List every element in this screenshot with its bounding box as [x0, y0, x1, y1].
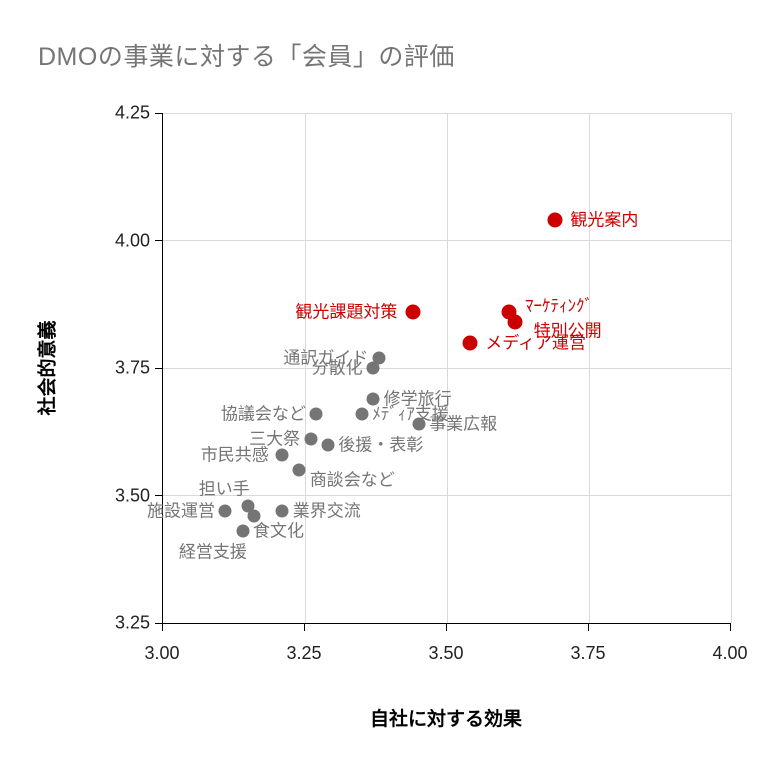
x-tick-label: 3.25 — [286, 643, 322, 663]
gridline — [163, 112, 731, 114]
y-tick-mark — [155, 240, 162, 241]
gridline — [163, 495, 731, 496]
plot-area: 観光案内観光課題対策 ﾏｰｹﾃｨﾝｸﾞ 特別公開 メディア運営通訳ガイド 分散化 修学旅行… — [147, 112, 732, 624]
x-tick-mark — [161, 624, 163, 631]
data-point — [236, 524, 250, 538]
x-tick-label: 3.00 — [144, 643, 180, 663]
chart-title: DMOの事業に対する「会員」の評価 — [38, 43, 455, 71]
data-point — [309, 407, 323, 421]
data-point-label: 三大祭 — [249, 429, 301, 449]
data-point — [275, 448, 289, 462]
data-point-label: 事業広報 — [429, 414, 498, 434]
y-tick-label: 4.25 — [114, 102, 150, 123]
data-point — [241, 499, 255, 513]
data-point — [275, 504, 289, 518]
y-tick-mark — [155, 622, 162, 624]
data-point-label: 通訳ガイド — [283, 348, 369, 368]
data-point-label: 観光課題対策 — [295, 302, 398, 322]
data-point — [321, 438, 335, 451]
data-point-label: ﾏｰｹﾃｨﾝｸﾞ — [524, 296, 593, 316]
data-point-label: 施設運営 — [146, 501, 215, 521]
x-tick-mark — [445, 624, 447, 631]
data-point-label: 食文化 — [253, 521, 305, 541]
data-point — [462, 335, 478, 350]
data-point-label: ﾒﾃﾞｨｱ支援 — [372, 404, 449, 424]
data-point — [366, 361, 380, 375]
data-point-label: 特別公開 — [533, 321, 602, 341]
gridline — [163, 367, 731, 369]
gridline — [163, 240, 731, 241]
data-point-label: 担い手 — [198, 479, 250, 499]
y-tick-label: 3.25 — [114, 612, 150, 633]
data-point-label: 協議会など — [220, 404, 306, 424]
data-point — [304, 432, 318, 446]
data-point-label: メディア運営 — [485, 333, 587, 352]
data-point-label: 修学旅行 — [383, 389, 452, 409]
data-point — [292, 463, 306, 477]
data-point-label: 観光案内 — [570, 210, 639, 230]
data-point — [355, 407, 369, 421]
x-axis-title: 自社に対する効果 — [369, 709, 522, 730]
x-tick-label: 4.00 — [712, 643, 748, 663]
data-point-label: 市民共感 — [200, 445, 269, 465]
x-tick-label: 3.50 — [428, 643, 464, 663]
data-point — [547, 212, 563, 228]
data-point-label: 経営支援 — [178, 542, 247, 562]
data-point-label: 商談会など — [309, 470, 395, 490]
x-tick-mark — [729, 624, 731, 631]
data-point — [218, 504, 232, 518]
y-axis-title: 社会的意義 — [37, 320, 59, 416]
data-point — [412, 417, 426, 431]
x-tick-label: 3.75 — [570, 643, 606, 663]
data-point-label: 業界交流 — [292, 501, 361, 521]
y-tick-label: 3.50 — [114, 485, 150, 505]
y-tick-mark — [155, 495, 162, 496]
data-point — [372, 351, 386, 365]
data-point-label: 後援・表彰 — [338, 435, 424, 454]
y-tick-mark — [155, 367, 162, 369]
y-tick-label: 3.75 — [114, 357, 150, 378]
y-tick-label: 4.00 — [114, 230, 150, 250]
data-point — [405, 304, 421, 320]
data-point — [507, 314, 523, 330]
x-tick-mark — [587, 624, 589, 631]
y-tick-mark — [155, 112, 162, 114]
data-point — [247, 509, 261, 523]
data-point-label: 分散化 — [311, 358, 363, 378]
gridline — [730, 113, 732, 623]
x-tick-mark — [303, 624, 305, 631]
data-point — [366, 392, 380, 406]
